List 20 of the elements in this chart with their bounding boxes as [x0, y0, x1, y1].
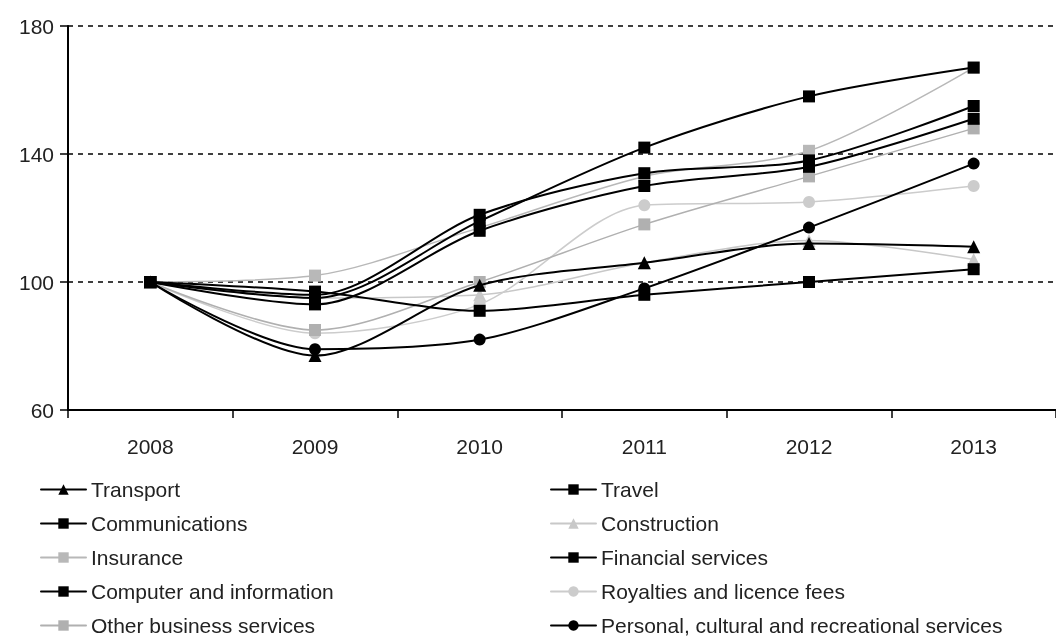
x-tick-label: 2009 — [291, 435, 339, 458]
legend-label: Travel — [601, 478, 659, 501]
legend-label: Royalties and licence fees — [601, 580, 845, 603]
legend-label: Computer and information — [91, 580, 334, 603]
legend-label: Other business services — [91, 614, 316, 637]
x-tick-label: 2011 — [621, 435, 667, 458]
legend-label: Insurance — [91, 546, 184, 569]
legend-label: Financial services — [601, 546, 768, 569]
legend-label: Communications — [91, 512, 248, 535]
legend-label: Construction — [601, 512, 719, 535]
x-tick-label: 2008 — [126, 435, 174, 458]
x-tick-label: 2013 — [950, 435, 998, 458]
y-tick-label: 100 — [18, 270, 54, 294]
y-tick-label: 60 — [30, 398, 54, 422]
legend-label: Personal, cultural and recreational services — [601, 614, 1003, 637]
x-tick-label: 2010 — [456, 435, 504, 458]
y-tick-label: 180 — [18, 14, 54, 38]
legend-label: Transport — [91, 478, 181, 501]
y-tick-label: 140 — [18, 142, 54, 166]
x-tick-label: 2012 — [785, 435, 833, 458]
